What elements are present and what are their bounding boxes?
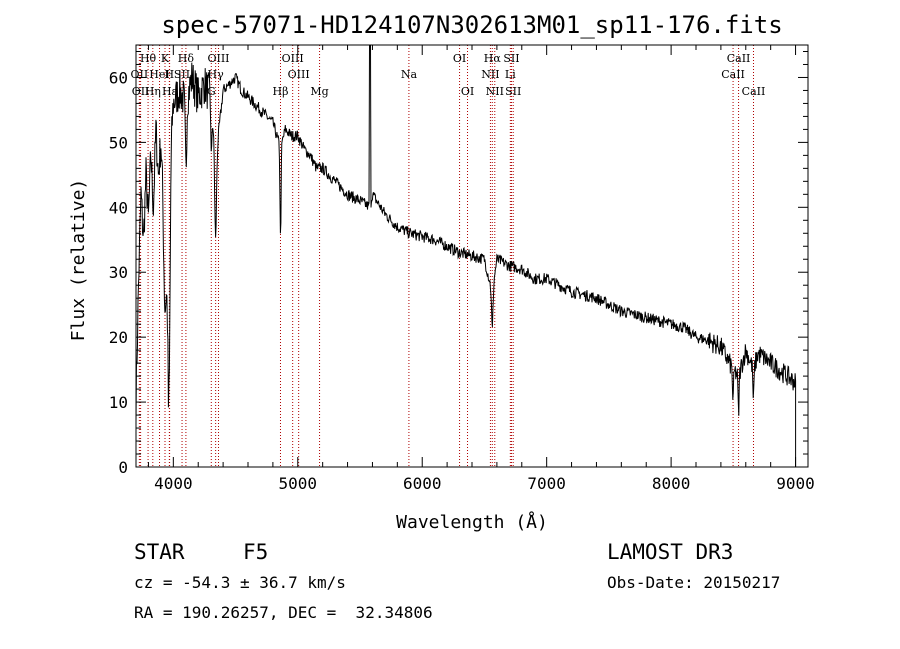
spectral-line-label: K (161, 52, 170, 65)
spectral-line-label: OIII (282, 52, 304, 65)
redshift-value: cz = -54.3 ± 36.7 km/s (134, 573, 346, 592)
spectral-line-label: Hε (162, 85, 178, 98)
spectral-line-label: OIII (288, 68, 310, 81)
spectral-line-label: Hγ (208, 68, 225, 81)
spectral-line-label: SII (505, 85, 521, 98)
spectral-line-label: OIII (207, 52, 229, 65)
spectral-line-label: Mg (310, 85, 328, 98)
x-tick-label: 8000 (652, 474, 691, 493)
object-subclass: F5 (243, 540, 269, 564)
x-tick-label: 5000 (279, 474, 318, 493)
y-tick-label: 60 (109, 68, 128, 87)
spectral-line-label: CaII (727, 52, 751, 65)
spectral-line-label: NII (486, 85, 504, 98)
spectral-line-label: OI (461, 85, 474, 98)
x-tick-label: 6000 (403, 474, 442, 493)
survey-name: LAMOST DR3 (607, 540, 734, 564)
y-tick-label: 10 (109, 393, 128, 412)
spectral-line-label: SII (503, 52, 519, 65)
spectrum-series (135, 44, 797, 467)
spectral-line-label: Li (505, 68, 516, 81)
spectral-line-label: Hθ (140, 52, 157, 65)
spectral-line-label: Hβ (273, 85, 289, 98)
spectral-line-label: HeI (149, 68, 169, 81)
axis-ticks: 4000 5000 6000 7000 8000 9000 0 10 20 30 40 50 60 (109, 45, 815, 493)
y-tick-label: 20 (109, 328, 128, 347)
x-tick-label: 4000 (154, 474, 193, 493)
spectral-line-label: CaII (721, 68, 745, 81)
spectral-line-markers (138, 45, 754, 467)
x-tick-label: 7000 (527, 474, 566, 493)
spectral-line-label: OI (453, 52, 466, 65)
spectral-line-label: SII (174, 68, 190, 81)
y-tick-label: 30 (109, 263, 128, 282)
spectral-line-label: Na (401, 68, 418, 81)
y-tick-label: 50 (109, 133, 128, 152)
object-class: STAR (134, 540, 185, 564)
chart-title: spec-57071-HD124107N302613M01_sp11-176.f… (161, 11, 782, 39)
spectral-line-label: CaII (742, 85, 766, 98)
spectral-line-label: Hη (145, 85, 161, 98)
observation-date: Obs-Date: 20150217 (607, 573, 781, 592)
y-tick-label: 0 (118, 458, 128, 477)
y-axis-label: Flux (relative) (68, 179, 89, 342)
spectral-line-label: H (165, 68, 175, 81)
sky-coordinates: RA = 190.26257, DEC = 32.34806 (134, 603, 433, 622)
spectral-line-label: Hδ (178, 52, 195, 65)
spectral-line-label: Hα (484, 52, 502, 65)
spectral-line-label: NII (481, 68, 499, 81)
spectral-line-label: G (207, 85, 216, 98)
x-axis-label: Wavelength (Å) (396, 511, 548, 533)
spectral-line-label: OII (131, 68, 149, 81)
y-tick-label: 40 (109, 198, 128, 217)
x-tick-label: 9000 (776, 474, 815, 493)
